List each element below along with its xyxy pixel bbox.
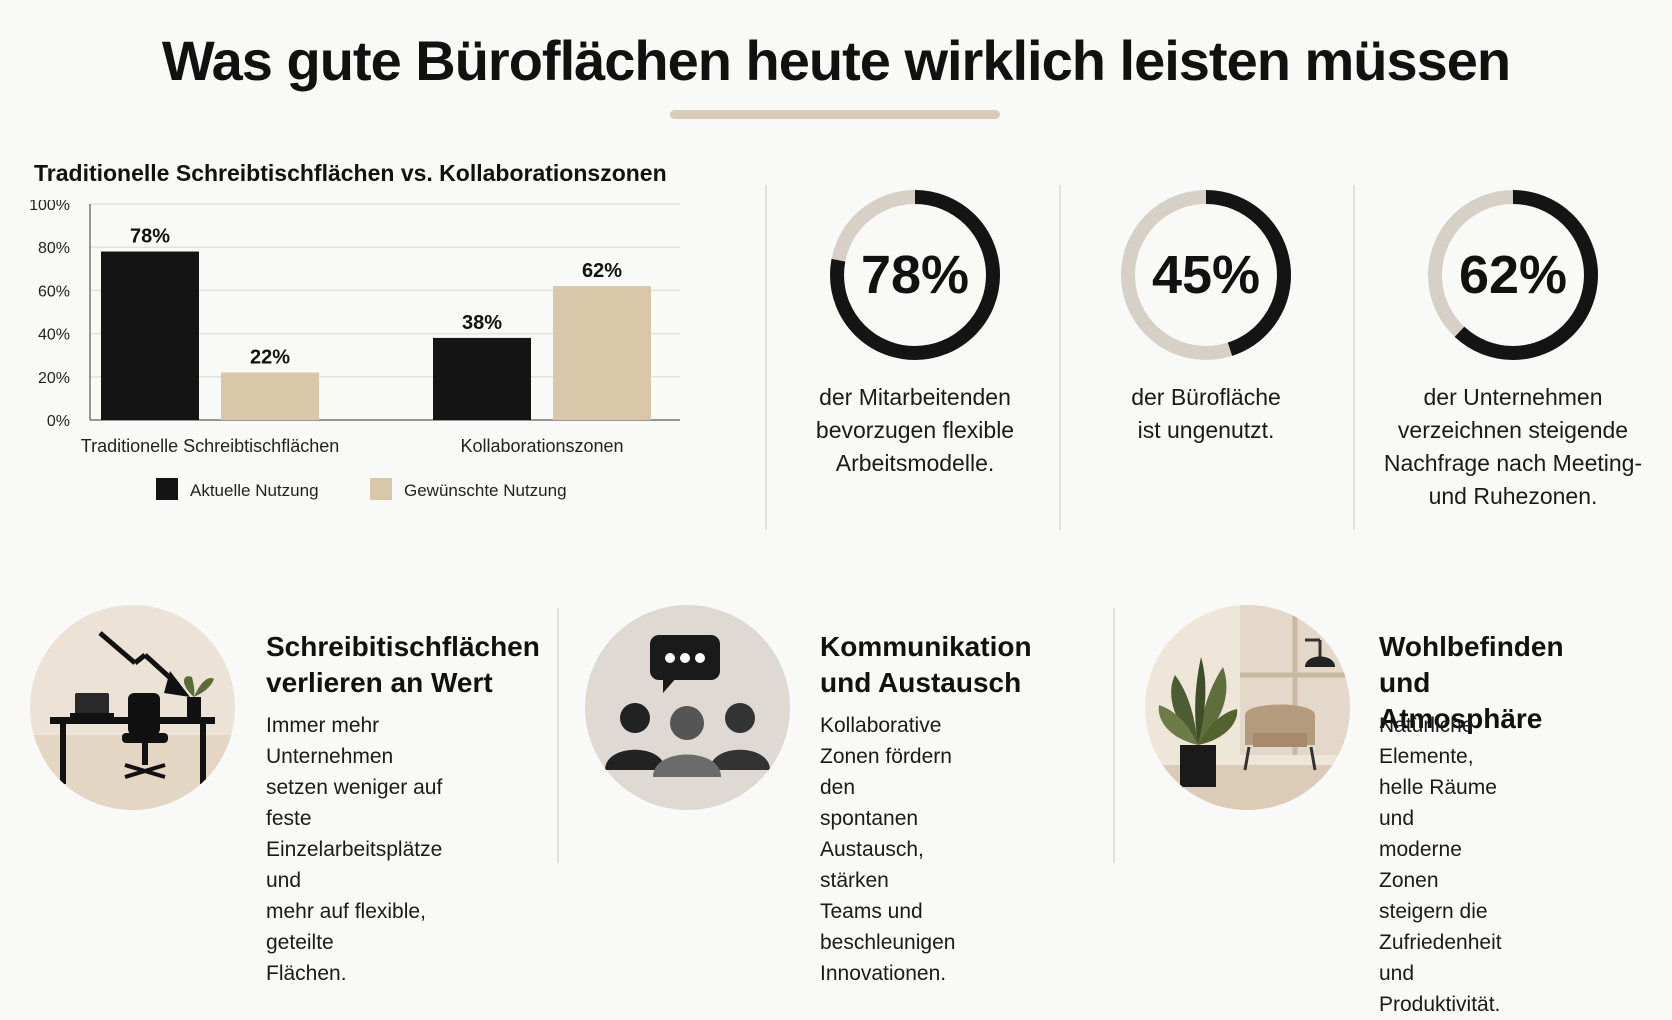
feature-title: Wohlbefinden und Atmosphäre xyxy=(1379,631,1564,734)
y-tick-label: 0% xyxy=(47,413,70,430)
stat-caption: der Unternehmen verzeichnen steigende Na… xyxy=(1383,384,1643,509)
divider xyxy=(1059,185,1061,530)
stat-caption: der Mitarbeitenden bevorzugen flexible A… xyxy=(815,384,1015,476)
legend-swatch xyxy=(370,478,392,500)
ring-progress xyxy=(1121,190,1291,360)
legend-label: Gewünschte Nutzung xyxy=(404,481,567,500)
y-tick-label: 80% xyxy=(38,240,70,257)
bar-chart: 0% 20% 40% 60% 80% 100% 78% 22% Traditionelle Sc… xyxy=(29,200,680,500)
bar-value-label: 38% xyxy=(462,312,502,334)
bar xyxy=(101,251,199,420)
stat-value: 45% xyxy=(1152,245,1260,305)
desk-decline-icon xyxy=(30,605,235,810)
bar-value-label: 62% xyxy=(582,260,622,282)
y-tick-label: 60% xyxy=(38,283,70,300)
bar xyxy=(553,286,651,420)
ring-progress xyxy=(1428,190,1598,360)
stat-value: 62% xyxy=(1459,245,1567,305)
legend-label: Aktuelle Nutzung xyxy=(190,481,319,500)
stat-ring: 45% xyxy=(1121,190,1291,360)
stat-card: 45% der Bürofläche ist ungenutzt. xyxy=(1066,185,1346,447)
divider xyxy=(1113,608,1115,863)
stat-card: 62% der Unternehmen verzeichnen steigend… xyxy=(1373,185,1653,513)
plant-lounge-icon xyxy=(1145,605,1350,810)
divider xyxy=(557,608,559,863)
divider xyxy=(1353,185,1355,530)
y-tick-label: 100% xyxy=(29,200,70,214)
y-tick-label: 20% xyxy=(38,370,70,387)
ring-progress xyxy=(830,190,1000,360)
divider xyxy=(765,185,767,530)
team-communication-icon xyxy=(585,605,790,810)
bar xyxy=(433,337,531,420)
x-category-label: Traditionelle Schreibtischflächen xyxy=(81,436,339,456)
bar-value-label: 22% xyxy=(250,346,290,368)
title-underline xyxy=(670,110,1000,119)
legend-swatch xyxy=(156,478,178,500)
page-title: Was gute Büroflächen heute wirklich leis… xyxy=(161,29,1511,92)
bar-value-label: 78% xyxy=(130,226,170,248)
feature-title: Kommunikation und Austausch xyxy=(820,631,1032,698)
stat-ring: 78% xyxy=(830,190,1000,360)
feature-text: Kollaborative Zonen fördern den spontane… xyxy=(820,714,956,985)
feature-title: Schreibitischflächen verlieren an Wert xyxy=(266,631,540,698)
bar xyxy=(221,372,319,420)
x-category-label: Kollaborationszonen xyxy=(460,436,623,456)
stat-value: 78% xyxy=(861,245,969,305)
feature-text: Natürliche Elemente, helle Räume und mod… xyxy=(1379,714,1502,1016)
stat-card: 78% der Mitarbeitenden bevorzugen flexib… xyxy=(775,185,1055,480)
chart-title: Traditionelle Schreibtischflächen vs. Ko… xyxy=(34,160,667,186)
stat-ring: 62% xyxy=(1428,190,1598,360)
y-tick-label: 40% xyxy=(38,327,70,344)
feature-text: Immer mehr Unternehmen setzen weniger au… xyxy=(266,714,443,985)
stat-caption: der Bürofläche ist ungenutzt. xyxy=(1131,384,1281,443)
